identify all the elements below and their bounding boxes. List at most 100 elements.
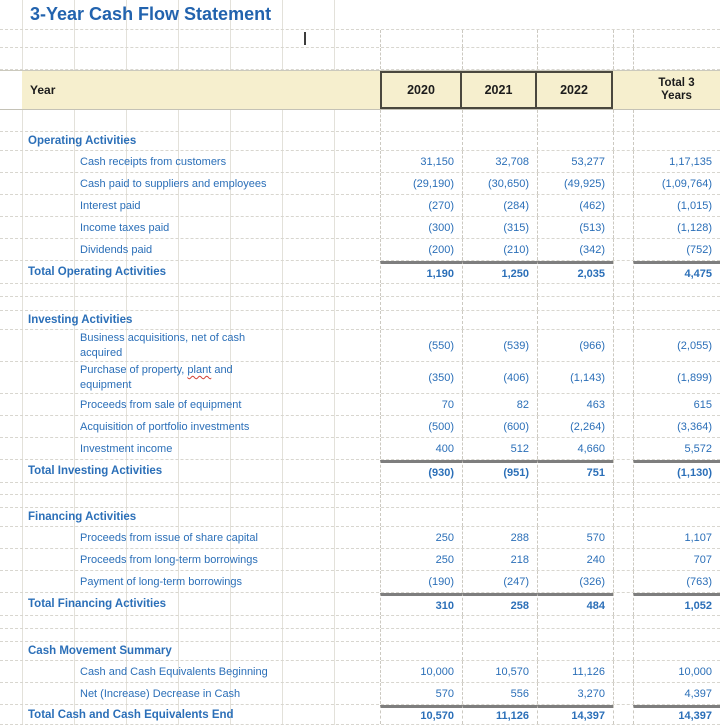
empty-cell[interactable] [0,629,380,641]
gap-cell[interactable] [613,616,633,628]
empty-cell[interactable] [633,297,720,310]
cell-total[interactable]: (1,09,764) [633,173,720,194]
cell-2022[interactable]: (342) [537,239,613,260]
cell-2021[interactable]: (315) [462,217,537,238]
cell-2022[interactable]: 11,126 [537,661,613,682]
gap-cell[interactable] [613,661,633,682]
empty-cell[interactable] [633,508,720,526]
cell-2021[interactable]: 1,250 [462,261,537,283]
cell-total[interactable]: (3,364) [633,416,720,437]
row-label-cell[interactable]: Investment income [80,442,173,455]
gap-cell[interactable] [613,438,633,459]
cell-2021[interactable]: (210) [462,239,537,260]
total-label-cell[interactable]: Total Financing Activities [28,598,167,610]
empty-cell[interactable] [380,483,462,494]
gap-cell[interactable] [613,48,633,69]
empty-cell[interactable] [462,642,537,660]
empty-cell[interactable] [380,629,462,641]
cell-2022[interactable]: 4,660 [537,438,613,459]
gap-cell[interactable] [613,110,633,131]
year-row-label[interactable]: Year [30,83,56,97]
empty-cell[interactable] [462,311,537,329]
gap-cell[interactable] [613,151,633,172]
gap-cell[interactable] [613,362,633,393]
empty-cell[interactable] [380,110,462,131]
cell-2022[interactable]: 53,277 [537,151,613,172]
total-label-cell[interactable]: Total Investing Activities [28,465,163,477]
empty-cell[interactable] [633,495,720,507]
cell-total[interactable]: 615 [633,394,720,415]
gap-cell[interactable] [613,195,633,216]
section-header-cash-summary[interactable]: Cash Movement Summary [28,645,172,657]
gap-cell[interactable] [613,239,633,260]
empty-cell[interactable] [380,311,462,329]
cell-2022[interactable]: (513) [537,217,613,238]
cell-2022[interactable]: 463 [537,394,613,415]
empty-cell[interactable] [380,30,462,47]
empty-cell[interactable] [380,297,462,310]
cell-total[interactable]: 5,572 [633,438,720,459]
gap-cell[interactable] [613,508,633,526]
empty-cell[interactable] [380,642,462,660]
cell-2021[interactable]: (951) [462,460,537,482]
row-label-cell[interactable]: Business acquisitions, net of cash acqui… [0,330,380,361]
total-label-cell[interactable]: Total Operating Activities [28,266,167,278]
cell-2021[interactable]: 11,126 [462,705,537,724]
empty-cell[interactable] [537,508,613,526]
empty-cell[interactable] [462,508,537,526]
gap-cell[interactable] [613,394,633,415]
cell-2021[interactable]: 218 [462,549,537,570]
empty-cell[interactable] [633,629,720,641]
empty-cell[interactable] [380,616,462,628]
row-label-cell[interactable]: Dividends paid [80,243,153,256]
cell-total[interactable]: 14,397 [633,705,720,724]
row-label-cell[interactable]: Interest paid [80,199,141,212]
empty-cell[interactable] [537,297,613,310]
empty-cell[interactable] [633,110,720,131]
row-label-cell[interactable]: Payment of long-term borrowings [80,575,243,588]
gap-cell[interactable] [613,571,633,592]
empty-cell[interactable] [380,48,462,69]
gap-cell[interactable] [613,30,633,47]
empty-cell[interactable] [462,48,537,69]
cell-total[interactable]: (763) [633,571,720,592]
empty-cell[interactable] [462,616,537,628]
gap-cell[interactable] [613,593,633,615]
empty-cell[interactable] [462,110,537,131]
empty-cell[interactable] [633,616,720,628]
empty-cell[interactable] [537,284,613,296]
column-header-2021[interactable]: 2021 [460,71,537,109]
column-header-total[interactable]: Total 3 Years [633,71,720,109]
gap-cell[interactable] [613,132,633,150]
cell-2020[interactable]: 570 [380,683,462,704]
row-label-cell[interactable]: Proceeds from issue of share capital [80,531,258,544]
row-label-cell[interactable]: Proceeds from sale of equipment [80,398,242,411]
cell-2021[interactable]: (30,650) [462,173,537,194]
cell-2021[interactable]: (600) [462,416,537,437]
cell-2022[interactable]: (326) [537,571,613,592]
gap-cell[interactable] [613,217,633,238]
gap-cell[interactable] [613,297,633,310]
cell-total[interactable]: 4,475 [633,261,720,283]
gap-cell[interactable] [613,683,633,704]
section-header-financing[interactable]: Financing Activities [28,511,137,523]
empty-cell[interactable] [537,483,613,494]
row-label-cell[interactable]: Cash and Cash Equivalents Beginning [80,665,268,678]
empty-cell[interactable] [462,30,537,47]
empty-cell[interactable] [537,110,613,131]
cell-total[interactable]: (1,128) [633,217,720,238]
empty-cell[interactable] [0,495,380,507]
row-label-cell[interactable]: Proceeds from long-term borrowings [80,553,258,566]
cell-2020[interactable]: 250 [380,549,462,570]
cell-2021[interactable]: (247) [462,571,537,592]
cell-2022[interactable]: (2,264) [537,416,613,437]
empty-cell[interactable] [633,132,720,150]
gap-cell[interactable] [613,261,633,283]
cell-2020[interactable]: (930) [380,460,462,482]
row-label-cell[interactable]: Income taxes paid [80,221,170,234]
empty-cell[interactable] [537,616,613,628]
cell-2022[interactable]: (462) [537,195,613,216]
cell-2021[interactable]: (539) [462,330,537,361]
cell-2020[interactable]: (270) [380,195,462,216]
empty-cell[interactable] [633,642,720,660]
